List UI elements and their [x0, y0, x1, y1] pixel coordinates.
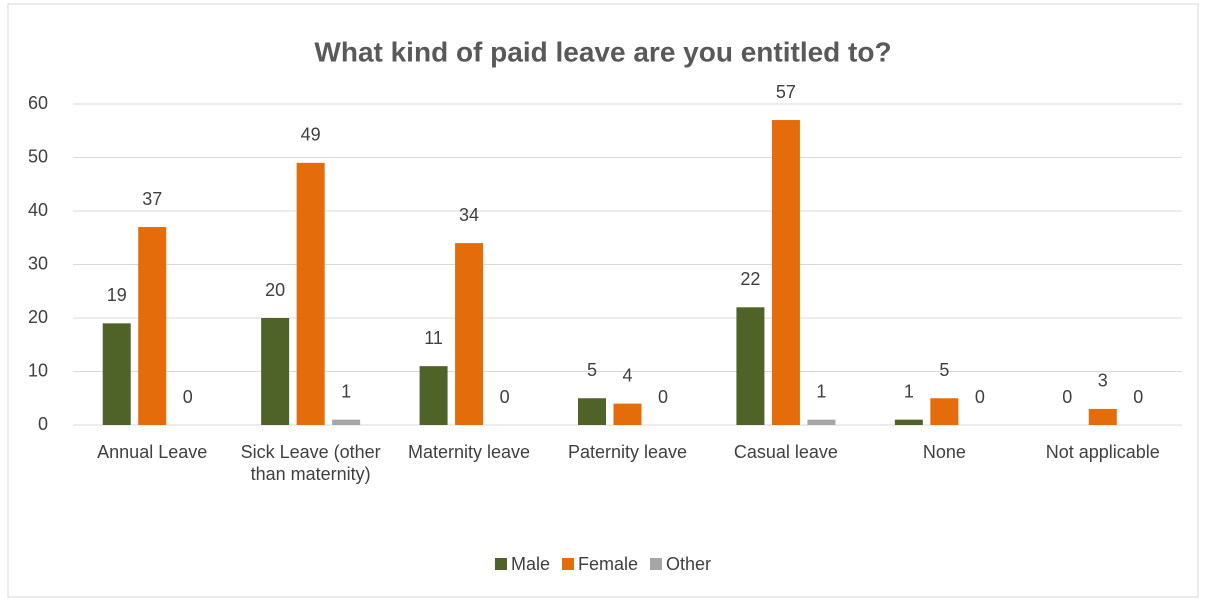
y-tick-label: 30 — [28, 253, 48, 273]
bar — [296, 162, 325, 425]
bar — [138, 227, 167, 425]
bar — [930, 398, 959, 425]
bar — [613, 403, 642, 425]
x-tick-label-box: Annual Leave — [97, 442, 208, 462]
data-label: 0 — [183, 387, 193, 407]
y-tick-label: 50 — [28, 146, 48, 166]
y-tick-label: 10 — [28, 360, 48, 380]
legend-swatch — [561, 558, 574, 570]
data-label: 0 — [658, 387, 668, 407]
legend-swatch — [494, 558, 507, 570]
data-label: 19 — [107, 285, 127, 305]
bar — [578, 398, 606, 425]
data-label: 20 — [265, 280, 285, 300]
x-tick-label-box: None — [922, 442, 966, 462]
x-tick-label-box: Maternity leave — [408, 442, 531, 462]
legend-label: Male — [511, 554, 550, 574]
data-label: 1 — [904, 381, 914, 401]
x-tick-label: Annual Leave — [97, 442, 208, 462]
x-tick-label: Sick Leave (other than maternity) — [240, 442, 381, 484]
x-tick-label-box: Not applicable — [1045, 442, 1160, 462]
data-label: 1 — [341, 381, 351, 401]
data-label: 3 — [1098, 371, 1108, 391]
chart-title: What kind of paid leave are you entitled… — [314, 36, 891, 67]
bar — [102, 323, 131, 425]
bar — [332, 419, 361, 425]
data-label: 0 — [975, 387, 985, 407]
x-tick-label: None — [922, 442, 966, 462]
y-tick-label: 60 — [28, 93, 48, 113]
y-tick-label: 40 — [28, 200, 48, 220]
bar — [894, 419, 923, 425]
data-label: 22 — [740, 269, 760, 289]
chart-frame — [7, 3, 1199, 598]
data-label: 57 — [776, 82, 796, 102]
x-tick-label-box: Paternity leave — [567, 442, 688, 462]
bar — [261, 318, 290, 425]
legend: Male Female Other — [494, 554, 711, 574]
x-tick-label: Maternity leave — [408, 442, 531, 462]
y-tick-label: 20 — [28, 307, 48, 327]
bar — [807, 419, 836, 425]
legend-label: Female — [578, 554, 638, 574]
data-label: 4 — [622, 365, 632, 385]
bar — [419, 366, 448, 425]
data-label: 5 — [587, 360, 597, 380]
bar — [736, 307, 765, 425]
x-tick-label: Paternity leave — [567, 442, 688, 462]
bar — [1088, 408, 1117, 425]
bar — [771, 120, 800, 426]
bar — [455, 243, 484, 425]
x-tick-label: Not applicable — [1045, 442, 1160, 462]
legend-label: Other — [666, 554, 711, 574]
data-label: 0 — [1133, 387, 1143, 407]
data-label: 0 — [500, 387, 510, 407]
y-tick-label: 0 — [38, 414, 48, 434]
data-label: 34 — [459, 205, 479, 225]
data-label: 49 — [301, 125, 321, 145]
x-tick-label: Casual leave — [733, 442, 838, 462]
data-label: 5 — [939, 360, 949, 380]
data-label: 11 — [424, 328, 443, 348]
x-tick-label-box: Sick Leave (other than maternity) — [240, 442, 381, 484]
data-label: 0 — [1062, 387, 1072, 407]
x-tick-label-box: Casual leave — [733, 442, 838, 462]
data-label: 1 — [816, 381, 826, 401]
data-label: 37 — [142, 189, 162, 209]
legend-swatch — [650, 558, 663, 570]
